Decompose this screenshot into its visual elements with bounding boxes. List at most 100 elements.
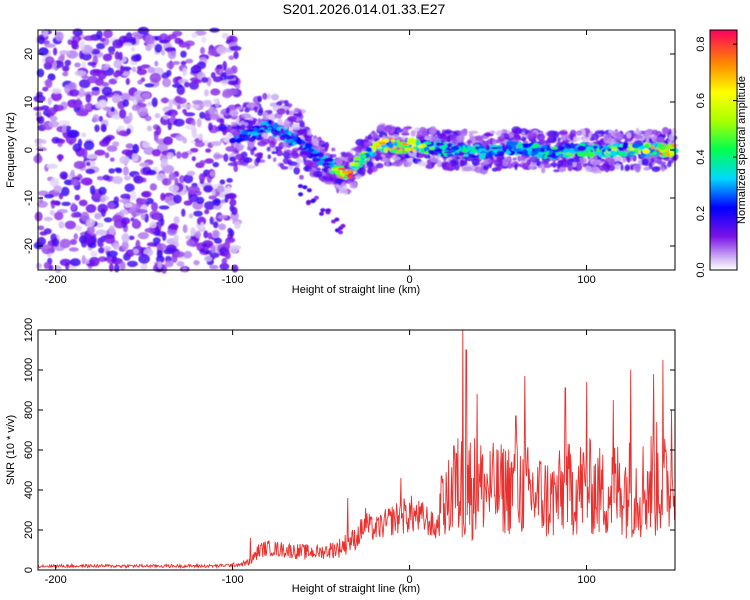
spectrogram-halo-blob xyxy=(492,139,497,145)
spectrogram-noise-blob xyxy=(86,218,95,228)
spectrogram-halo-blob xyxy=(459,129,468,137)
spectrogram-noise-blob xyxy=(103,217,113,223)
spectrogram-noise-blob xyxy=(223,75,235,80)
spectrogram-noise-blob xyxy=(54,104,64,112)
spectrogram-noise-blob xyxy=(128,235,135,240)
spectrogram-noise-blob xyxy=(42,86,49,92)
spectrogram-ridge-blob xyxy=(388,142,394,149)
spectrogram-noise-blob xyxy=(108,51,115,56)
spectrogram-ridge-blob xyxy=(398,148,403,153)
spectrogram-noise-blob xyxy=(183,250,193,259)
spectrogram-noise-blob xyxy=(130,190,137,201)
spectrogram-noise-blob xyxy=(224,251,231,260)
spectrogram-halo-blob xyxy=(247,125,253,130)
spectrogram-noise-blob xyxy=(61,65,70,72)
spectrogram-noise-blob xyxy=(61,124,67,133)
spectrogram-ridge-blob xyxy=(407,137,416,143)
spectrogram-noise-blob xyxy=(79,87,85,98)
spectrogram-noise-blob xyxy=(151,149,162,157)
spectrogram-halo-blob xyxy=(487,159,497,164)
spectrogram-noise-blob xyxy=(201,77,209,83)
spectrogram-noise-blob xyxy=(122,166,129,176)
spectrogram-noise-blob xyxy=(49,209,55,216)
spectrogram-ridge-blob xyxy=(485,144,491,151)
spectrogram-noise-blob xyxy=(90,250,98,257)
spectrogram-noise-blob xyxy=(168,99,173,109)
spectrogram-halo-blob xyxy=(266,113,277,121)
spectrogram-ridge-blob xyxy=(486,151,493,158)
spectrogram-halo-blob xyxy=(598,164,608,172)
spectrogram-halo-blob xyxy=(582,163,587,168)
spectrogram-ridge-blob xyxy=(564,145,570,148)
spectrogram-halo-blob xyxy=(576,161,582,169)
spectrogram-halo-blob xyxy=(422,130,426,135)
spectrogram-ridge-blob xyxy=(602,145,609,150)
spectrogram-noise-blob xyxy=(71,212,78,218)
spectrogram-noise-blob xyxy=(39,231,48,236)
spectrogram-noise-blob xyxy=(47,97,52,106)
spectrogram-ridge-blob xyxy=(390,149,399,153)
spectrogram-noise-blob xyxy=(54,265,62,274)
spectrogram-halo-blob xyxy=(615,162,620,170)
spectrogram-ridge-blob xyxy=(443,151,453,154)
spectrogram-noise-blob xyxy=(219,118,225,126)
spectrogram-noise-blob xyxy=(74,194,81,201)
snr-ytick-label: 200 xyxy=(23,521,35,539)
spectrogram-noise-blob xyxy=(59,238,71,249)
spectrogram-noise-blob xyxy=(81,148,88,159)
spectrogram-noise-blob xyxy=(107,46,116,53)
colorbar-tick-label: 0.2 xyxy=(695,206,707,221)
spectrogram-noise-blob xyxy=(160,218,165,226)
spectrogram-noise-blob xyxy=(216,185,225,193)
spectrogram-noise-blob xyxy=(200,47,205,55)
spectrogram-noise-blob xyxy=(74,62,81,68)
spectrogram-halo-blob xyxy=(564,139,570,143)
spectrogram-noise-blob xyxy=(69,239,77,245)
snr-ytick-label: 1000 xyxy=(23,358,35,382)
spectrogram-noise-blob xyxy=(80,211,90,222)
spectrogram-noise-blob xyxy=(99,241,104,248)
spectrogram-noise-blob xyxy=(129,95,135,101)
spectrogram-noise-blob xyxy=(213,198,221,207)
spectrogram-halo-blob xyxy=(485,132,491,137)
spectrogram-noise-blob xyxy=(87,242,97,249)
spectrogram-noise-blob xyxy=(209,264,219,270)
spectrogram-noise-blob xyxy=(167,49,177,60)
spectrogram-noise-blob xyxy=(64,84,70,94)
spectrogram-noise-blob xyxy=(143,146,155,155)
spectrogram-streak-blob xyxy=(340,223,346,228)
spectrogram-noise-blob xyxy=(51,238,60,247)
spectrogram-noise-blob xyxy=(204,255,213,262)
spectrogram-noise-blob xyxy=(111,257,123,265)
spectrogram-ridge-blob xyxy=(268,119,272,125)
spectrogram-noise-blob xyxy=(161,178,172,186)
spectrogram-noise-blob xyxy=(168,184,180,193)
spectrogram-halo-blob xyxy=(334,178,344,184)
spectrogram-ridge-blob xyxy=(652,151,658,155)
spectrogram-halo-blob xyxy=(269,140,276,148)
spectrogram-halo-blob xyxy=(571,157,580,163)
spectrogram-noise-blob xyxy=(194,230,202,239)
spectrogram-ridge-blob xyxy=(446,153,454,157)
spectrogram-ridge-blob xyxy=(490,146,499,150)
spectrogram-noise-blob xyxy=(160,192,166,201)
spectrogram-noise-blob xyxy=(223,136,231,143)
spectrogram-halo-blob xyxy=(243,157,253,163)
spectrogram-noise-blob xyxy=(51,91,62,102)
spectrogram-ridge-blob xyxy=(319,154,324,158)
spectrogram-ridge-blob xyxy=(423,141,432,145)
spectrogram-noise-blob xyxy=(94,124,100,133)
spectrogram-noise-blob xyxy=(58,221,65,229)
spectrogram-noise-blob xyxy=(76,110,88,117)
spectrogram-noise-blob xyxy=(193,210,203,217)
spectrogram-ridge-blob xyxy=(467,147,471,151)
spectrogram-ridge-blob xyxy=(360,160,367,164)
spectrogram-ridge-blob xyxy=(618,146,623,151)
figure-title: S201.2026.014.01.33.E27 xyxy=(283,1,446,17)
spectrogram-noise-blob xyxy=(85,93,92,103)
spectrogram-halo-blob xyxy=(267,154,271,160)
spectrogram-ridge-blob xyxy=(609,150,618,157)
spectrogram-ridge-blob xyxy=(267,127,272,130)
spectrogram-noise-blob xyxy=(98,81,110,87)
spectrogram-ridge-blob xyxy=(248,137,255,142)
